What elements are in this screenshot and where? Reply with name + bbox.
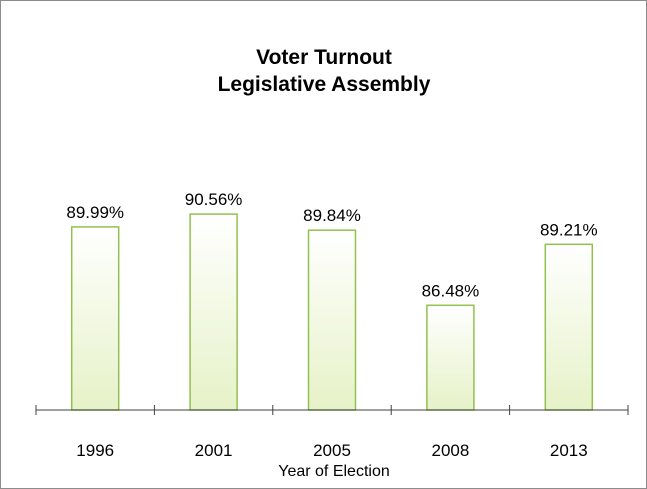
data-label-2001: 90.56%	[185, 190, 243, 209]
data-label-2013: 89.21%	[540, 220, 598, 239]
chart-subtitle: Legislative Assembly	[218, 73, 431, 96]
bar-2001	[189, 213, 238, 411]
data-label-2005: 89.84%	[303, 206, 361, 225]
chart-title: Voter Turnout	[256, 46, 392, 69]
x-tick-label-2008: 2008	[431, 441, 469, 460]
bar-2013	[544, 243, 594, 411]
bar-2005	[307, 229, 357, 411]
x-tick-label-2005: 2005	[313, 441, 351, 460]
x-tick-label-1996: 1996	[76, 441, 114, 460]
x-tick-label-2001: 2001	[195, 441, 233, 460]
x-tick-label-2013: 2013	[550, 441, 588, 460]
data-label-2008: 86.48%	[422, 281, 480, 300]
x-axis-title: Year of Election	[278, 463, 389, 480]
bar-2008	[426, 304, 475, 411]
bar-1996	[70, 226, 120, 411]
x-axis: 1996 2001 2005 2008 2013	[35, 405, 629, 460]
data-label-1996: 89.99%	[66, 203, 124, 222]
bars-layer: 89.99% 90.56% 89.84% 86.48% 89.21%	[66, 190, 598, 411]
